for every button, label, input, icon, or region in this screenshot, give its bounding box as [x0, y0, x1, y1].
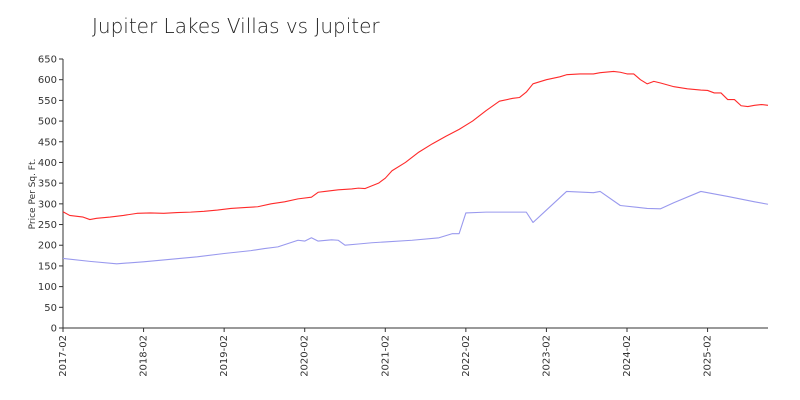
y-tick-label: 400	[38, 158, 57, 169]
y-tick-label: 650	[38, 55, 57, 66]
series-layer	[62, 70, 769, 265]
y-tick-label: 350	[38, 179, 57, 190]
x-tick-label: 2019-02	[219, 335, 230, 377]
x-tick-label: 2018-02	[139, 335, 150, 377]
series-line-2	[62, 190, 769, 265]
x-tick-label: 2025-02	[703, 335, 714, 377]
x-tick-label: 2017-02	[58, 335, 69, 377]
y-tick-label: 500	[38, 117, 57, 128]
y-tick-label: 200	[38, 241, 57, 252]
x-tick-label: 2022-02	[461, 335, 472, 377]
x-tick-label: 2021-02	[380, 335, 391, 377]
y-tick-label: 0	[51, 324, 57, 335]
y-tick-label: 450	[38, 137, 57, 148]
x-tick-label: 2024-02	[622, 335, 633, 377]
y-tick-label: 600	[38, 75, 57, 86]
x-tick-label: 2023-02	[541, 335, 552, 377]
y-tick-label: 300	[38, 199, 57, 210]
y-tick-label: 550	[38, 96, 57, 107]
series-line-1	[62, 70, 769, 221]
x-tick-label: 2020-02	[300, 335, 311, 377]
y-axis: 0 50 100 150 200 250 300 350 400 450 500 550 600 650	[38, 55, 64, 335]
x-axis: 2017-02 2018-02 2019-02 2020-02 2021-02 2022-…	[58, 327, 768, 377]
y-tick-label: 100	[38, 282, 57, 293]
y-axis-title: Price Per Sq. Ft.	[28, 159, 38, 230]
chart-title: Jupiter Lakes Villas vs Jupiter	[92, 14, 380, 38]
y-tick-label: 250	[38, 220, 57, 231]
y-tick-label: 150	[38, 261, 57, 272]
y-tick-label: 50	[44, 303, 57, 314]
